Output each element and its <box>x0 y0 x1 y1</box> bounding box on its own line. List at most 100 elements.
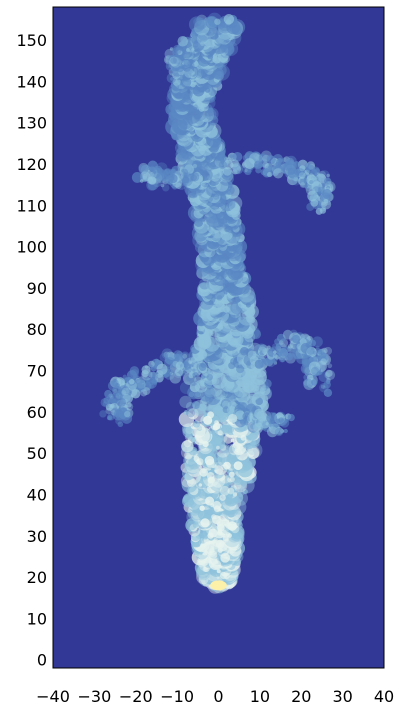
plot-frame <box>52 6 385 669</box>
plume-blob <box>194 17 207 30</box>
plume-blob <box>218 433 225 441</box>
y-tick-label: 10 <box>27 609 47 628</box>
plume-core-blob <box>203 415 213 425</box>
plume-branch-blob <box>254 359 264 369</box>
plume-branch-blob <box>211 376 217 383</box>
plume-branch-blob <box>298 172 306 179</box>
plume-branch-blob <box>222 166 232 176</box>
plume-branch-blob <box>320 352 327 359</box>
plume-branch-blob <box>286 348 294 355</box>
plume-core-blob <box>229 476 235 482</box>
x-tick-label: 0 <box>213 687 223 706</box>
plume-core-blob <box>225 532 231 537</box>
plume-branch-blob <box>283 428 288 434</box>
plume-branch-blob <box>320 384 325 389</box>
plume-branch-blob <box>151 378 158 386</box>
plume-blob <box>188 16 205 33</box>
y-tick-label: 70 <box>27 362 47 381</box>
plume-branch-blob <box>164 357 176 369</box>
plume-layer <box>99 12 336 594</box>
y-tick-label: 130 <box>16 114 47 133</box>
plume-branch-blob <box>311 379 318 386</box>
y-tick-label: 150 <box>16 31 47 50</box>
plume-branch-blob <box>273 361 278 365</box>
plume-branch-blob <box>198 363 207 372</box>
plume-branch-blob <box>170 57 177 64</box>
plume-branch-blob <box>156 172 165 182</box>
plume-branch-blob <box>180 351 190 362</box>
plume-branch-blob <box>112 385 123 396</box>
plume-branch-blob <box>296 168 305 176</box>
plume-branch-blob <box>325 369 333 378</box>
plume-core-blob <box>235 448 239 453</box>
plume-branch-blob <box>182 176 190 184</box>
plume-blob <box>191 401 200 410</box>
plume-core-blob <box>228 471 235 478</box>
plume-branch-blob <box>218 160 228 170</box>
plume-branch-blob <box>230 358 237 365</box>
plume-branch-blob <box>322 385 327 390</box>
plume-branch-blob <box>221 416 227 423</box>
plume-branch-blob <box>244 158 255 169</box>
plume-blob <box>205 15 219 29</box>
plume-core-blob <box>212 560 222 570</box>
y-tick-label: 80 <box>27 320 47 339</box>
plume-branch-blob <box>262 161 269 169</box>
plume-branch-blob <box>306 346 315 355</box>
plume-branch-blob <box>192 371 199 379</box>
plume-branch-blob <box>315 345 320 350</box>
plume-blob <box>259 388 266 394</box>
plume-branch-blob <box>254 160 263 169</box>
plume-branch-blob <box>223 159 234 170</box>
plume-branch-blob <box>315 207 323 215</box>
plume-branch-blob <box>155 162 168 174</box>
plume-branch-blob <box>242 412 251 421</box>
plume-branch-blob <box>148 360 155 368</box>
plume-branch-blob <box>267 171 273 178</box>
plume-branch-blob <box>307 374 314 381</box>
y-tick-label: 50 <box>27 444 47 463</box>
plume-branch-blob <box>236 365 245 374</box>
plume-branch-blob <box>147 176 157 185</box>
plume-branch-blob <box>230 159 239 168</box>
plume-blob <box>187 408 199 420</box>
plume-branch-blob <box>267 155 276 165</box>
plume-branch-blob <box>164 358 170 363</box>
plume-blob <box>207 107 214 113</box>
plume-branch-blob <box>124 410 131 418</box>
plume-branch-blob <box>148 372 154 378</box>
plume-core-blob <box>219 529 228 538</box>
plume-blob <box>193 17 202 27</box>
plume-blob <box>228 200 239 212</box>
plume-branch-blob <box>169 47 174 51</box>
plume-core-blob <box>219 485 230 496</box>
plume-branch-blob <box>285 352 294 361</box>
plume-branch-blob <box>102 401 108 407</box>
plume-branch-blob <box>140 389 148 397</box>
plume-blob <box>204 386 216 398</box>
plume-branch-blob <box>155 370 164 378</box>
plume-branch-blob <box>274 427 284 437</box>
plume-branch-blob <box>152 170 156 175</box>
plume-branch-blob <box>319 382 329 393</box>
plume-branch-blob <box>201 169 213 181</box>
plume-core-blob <box>223 572 230 580</box>
plume-branch-blob <box>180 64 185 69</box>
plume-branch-blob <box>267 348 277 357</box>
plume-branch-blob <box>258 153 268 163</box>
plume-branch-blob <box>287 413 295 422</box>
plume-branch-blob <box>323 346 333 356</box>
plume-branch-blob <box>107 416 111 421</box>
plume-branch-blob <box>206 373 214 381</box>
plume-blob <box>175 147 190 162</box>
plume-branch-blob <box>266 426 278 438</box>
plume-branch-blob <box>190 174 197 181</box>
plume-branch-blob <box>291 334 301 344</box>
plume-blob <box>235 487 243 494</box>
plume-blob <box>228 446 235 453</box>
plume-branch-blob <box>226 405 236 415</box>
plume-branch-blob <box>120 410 131 421</box>
plume-branch-blob <box>326 173 330 178</box>
plume-branch-blob <box>242 154 248 161</box>
plume-branch-blob <box>255 167 262 174</box>
